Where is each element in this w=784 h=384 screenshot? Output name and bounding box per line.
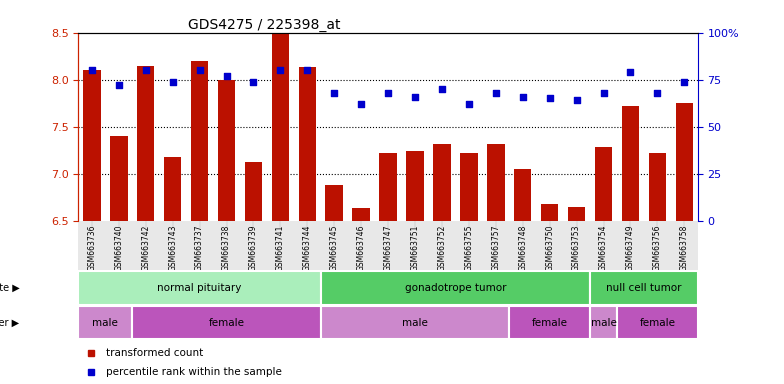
Point bbox=[194, 67, 206, 73]
Bar bbox=[132, 306, 321, 339]
Text: GSM663745: GSM663745 bbox=[330, 225, 339, 271]
Point bbox=[489, 90, 502, 96]
Bar bbox=[595, 147, 612, 221]
Text: GSM663744: GSM663744 bbox=[303, 225, 312, 271]
Text: GSM663746: GSM663746 bbox=[357, 225, 365, 271]
Text: transformed count: transformed count bbox=[107, 348, 204, 358]
Point bbox=[382, 90, 394, 96]
Text: normal pituitary: normal pituitary bbox=[158, 283, 241, 293]
Text: GSM663748: GSM663748 bbox=[518, 225, 527, 271]
Text: GSM663741: GSM663741 bbox=[276, 225, 285, 271]
Bar bbox=[352, 208, 370, 221]
Text: GSM663737: GSM663737 bbox=[195, 225, 204, 271]
Text: null cell tumor: null cell tumor bbox=[606, 283, 681, 293]
Text: GSM663739: GSM663739 bbox=[249, 225, 258, 271]
Bar bbox=[568, 207, 586, 221]
Bar bbox=[110, 136, 128, 221]
Point bbox=[517, 94, 529, 100]
Bar bbox=[137, 66, 154, 221]
Text: GSM663738: GSM663738 bbox=[222, 225, 231, 271]
Bar bbox=[78, 306, 132, 339]
Point bbox=[328, 90, 340, 96]
Point bbox=[624, 69, 637, 75]
Text: GSM663750: GSM663750 bbox=[545, 225, 554, 271]
Text: GSM663755: GSM663755 bbox=[464, 225, 474, 271]
Text: GSM663743: GSM663743 bbox=[168, 225, 177, 271]
Point bbox=[220, 73, 233, 79]
Point bbox=[408, 94, 421, 100]
Bar bbox=[379, 153, 397, 221]
Text: GSM663752: GSM663752 bbox=[437, 225, 446, 271]
Text: gender ▶: gender ▶ bbox=[0, 318, 20, 328]
Text: percentile rank within the sample: percentile rank within the sample bbox=[107, 367, 282, 377]
Text: GSM663736: GSM663736 bbox=[87, 225, 96, 271]
Bar bbox=[406, 151, 424, 221]
Text: male: male bbox=[590, 318, 616, 328]
Text: female: female bbox=[532, 318, 568, 328]
Point bbox=[651, 90, 663, 96]
Bar bbox=[676, 103, 693, 221]
Text: female: female bbox=[640, 318, 675, 328]
Point bbox=[597, 90, 610, 96]
Text: GSM663757: GSM663757 bbox=[492, 225, 500, 271]
Point bbox=[113, 82, 125, 88]
Point bbox=[247, 78, 260, 84]
Text: GSM663747: GSM663747 bbox=[383, 225, 393, 271]
Bar bbox=[78, 271, 321, 305]
Text: GSM663751: GSM663751 bbox=[411, 225, 419, 271]
Text: female: female bbox=[209, 318, 245, 328]
Bar bbox=[299, 68, 316, 221]
Point bbox=[140, 67, 152, 73]
Point bbox=[570, 97, 583, 103]
Bar bbox=[245, 162, 262, 221]
Bar bbox=[510, 306, 590, 339]
Text: disease state ▶: disease state ▶ bbox=[0, 283, 20, 293]
Point bbox=[463, 101, 475, 107]
Bar bbox=[460, 153, 477, 221]
Bar bbox=[617, 306, 698, 339]
Bar bbox=[514, 169, 532, 221]
Point bbox=[85, 67, 98, 73]
Text: GSM663740: GSM663740 bbox=[114, 225, 123, 271]
Text: GSM663742: GSM663742 bbox=[141, 225, 151, 271]
Bar bbox=[648, 153, 666, 221]
Bar bbox=[325, 185, 343, 221]
Text: GSM663749: GSM663749 bbox=[626, 225, 635, 271]
Text: gonadotrope tumor: gonadotrope tumor bbox=[405, 283, 506, 293]
Bar bbox=[321, 306, 510, 339]
Bar bbox=[191, 61, 209, 221]
Text: GSM663754: GSM663754 bbox=[599, 225, 608, 271]
Bar bbox=[271, 33, 289, 221]
Text: GSM663756: GSM663756 bbox=[653, 225, 662, 271]
Title: GDS4275 / 225398_at: GDS4275 / 225398_at bbox=[188, 18, 340, 31]
Text: GSM663753: GSM663753 bbox=[572, 225, 581, 271]
Bar bbox=[321, 271, 590, 305]
Bar bbox=[541, 204, 558, 221]
Text: GSM663758: GSM663758 bbox=[680, 225, 689, 271]
Text: male: male bbox=[93, 318, 118, 328]
Point bbox=[301, 67, 314, 73]
Point bbox=[436, 86, 448, 92]
Bar bbox=[164, 157, 181, 221]
Point bbox=[355, 101, 368, 107]
Bar bbox=[434, 144, 451, 221]
Bar bbox=[590, 271, 698, 305]
Text: male: male bbox=[402, 318, 428, 328]
Point bbox=[274, 67, 287, 73]
Bar bbox=[487, 144, 505, 221]
Bar bbox=[83, 70, 100, 221]
Point bbox=[166, 78, 179, 84]
Bar bbox=[590, 306, 617, 339]
Point bbox=[678, 78, 691, 84]
Point bbox=[543, 95, 556, 101]
Bar bbox=[218, 79, 235, 221]
Bar bbox=[622, 106, 639, 221]
